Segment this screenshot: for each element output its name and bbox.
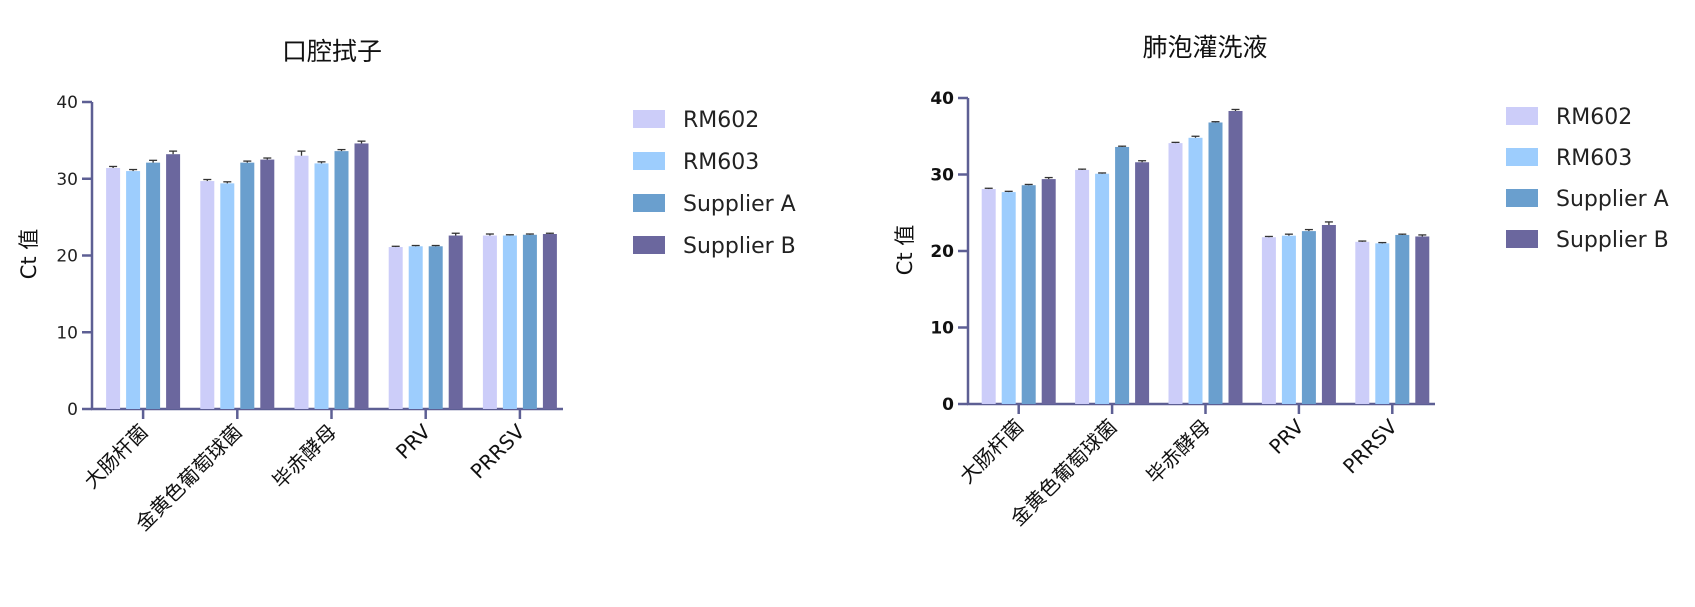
bar: [1075, 169, 1090, 404]
chart-title: 口腔拭子: [282, 37, 382, 66]
legend-swatch: [633, 236, 665, 254]
bar: [240, 162, 255, 409]
legend-label: Supplier A: [1556, 187, 1669, 212]
legend-swatch: [1506, 107, 1538, 125]
legend-swatch: [1506, 148, 1538, 166]
y-tick-label: 30: [930, 166, 954, 186]
bar: [146, 162, 161, 409]
x-tick-label: 大肠杆菌: [79, 420, 153, 494]
bar: [166, 154, 181, 409]
legend-label: Supplier B: [1556, 228, 1669, 253]
bar: [334, 151, 349, 409]
bar: [1001, 192, 1016, 404]
bar: [126, 171, 141, 409]
bar: [220, 183, 235, 409]
legend-label: RM602: [683, 108, 759, 133]
x-tick-label: 大肠杆菌: [955, 415, 1029, 489]
x-tick-label: PRV: [391, 419, 435, 463]
bar: [1355, 241, 1370, 404]
bar: [1095, 173, 1110, 404]
bar: [1261, 237, 1276, 404]
bar: [542, 234, 557, 409]
x-tick-label: PRRSV: [1338, 414, 1402, 478]
bar: [200, 181, 215, 409]
legend-swatch: [1506, 230, 1538, 248]
legend-swatch: [1506, 189, 1538, 207]
bar: [1168, 143, 1183, 404]
legend-label: Supplier B: [683, 234, 796, 259]
bar: [106, 168, 121, 409]
y-tick-label: 20: [56, 247, 78, 267]
bar: [408, 246, 423, 409]
x-tick-label: 毕赤酵母: [267, 420, 341, 494]
legend-label: RM602: [1556, 105, 1632, 130]
legend-swatch: [633, 194, 665, 212]
x-tick-label: PRRSV: [466, 419, 530, 483]
bar: [1375, 243, 1390, 404]
y-axis-label: Ct 值: [17, 229, 41, 280]
legend-swatch: [633, 110, 665, 128]
bar: [1135, 162, 1150, 404]
bar: [1188, 137, 1203, 404]
bar: [354, 143, 369, 409]
y-tick-label: 0: [942, 395, 954, 415]
y-axis-label: Ct 值: [893, 225, 917, 276]
bar: [1281, 235, 1296, 404]
bar: [1415, 236, 1430, 404]
bar: [981, 189, 996, 404]
legend-label: Supplier A: [683, 192, 796, 217]
bar: [482, 235, 497, 409]
x-tick-label: 毕赤酵母: [1141, 415, 1215, 489]
y-tick-label: 10: [56, 323, 78, 343]
bar: [1208, 122, 1223, 404]
bar: [428, 246, 443, 409]
bar: [388, 247, 403, 409]
bar: [1321, 224, 1336, 404]
bar: [1021, 185, 1036, 404]
bar: [1115, 146, 1130, 404]
bar: [448, 235, 463, 409]
bar: [1395, 234, 1410, 404]
y-tick-label: 30: [56, 170, 78, 190]
y-tick-label: 10: [930, 319, 954, 339]
bar: [1041, 179, 1056, 404]
bar: [260, 159, 275, 409]
y-tick-label: 40: [930, 89, 954, 109]
bar: [294, 155, 309, 409]
y-tick-label: 0: [67, 400, 78, 420]
y-tick-label: 20: [930, 242, 954, 262]
bar: [1228, 111, 1243, 404]
bar: [314, 163, 329, 409]
bar: [502, 235, 517, 409]
bar: [1301, 231, 1316, 404]
legend-swatch: [633, 152, 665, 170]
legend-label: RM603: [683, 150, 759, 175]
bar: [522, 234, 537, 409]
x-tick-label: PRV: [1264, 414, 1308, 458]
legend-label: RM603: [1556, 146, 1632, 171]
y-tick-label: 40: [56, 93, 78, 113]
chart-title: 肺泡灌洗液: [1142, 33, 1267, 62]
